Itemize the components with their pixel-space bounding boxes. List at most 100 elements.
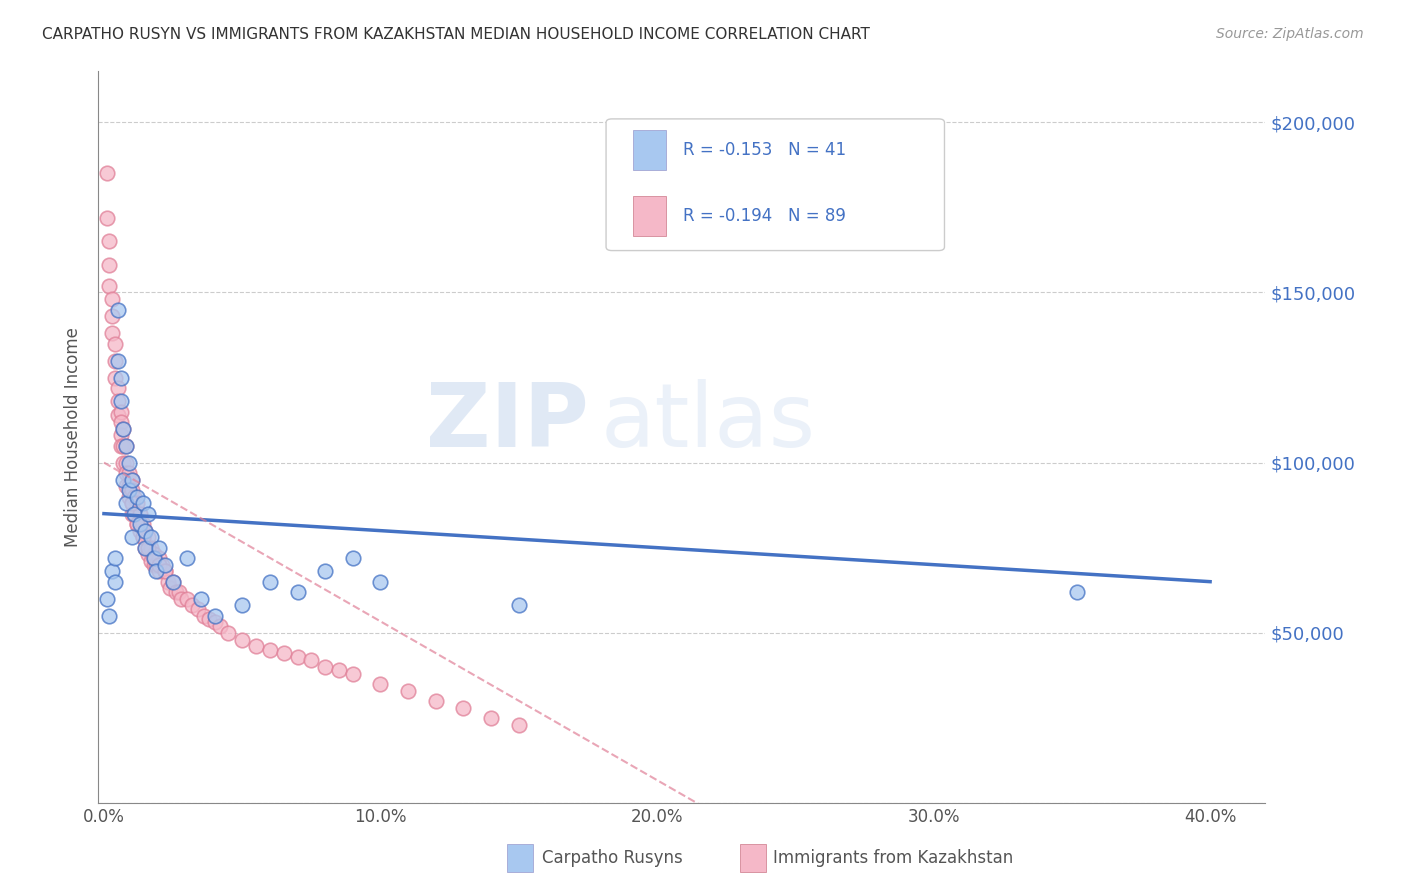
Point: [136, 541, 159, 555]
Point: [198, 612, 221, 626]
Point: [176, 591, 198, 606]
Point: [153, 558, 176, 572]
Point: [259, 574, 281, 589]
Point: [131, 531, 153, 545]
Point: [98, 608, 121, 623]
Point: [118, 479, 141, 493]
Point: [112, 456, 135, 470]
Point: [190, 591, 212, 606]
Point: [204, 615, 226, 630]
Point: [231, 632, 253, 647]
Point: [142, 550, 165, 565]
Point: [342, 550, 364, 565]
Point: [110, 439, 132, 453]
Point: [425, 694, 447, 708]
Point: [181, 599, 204, 613]
Point: [115, 496, 138, 510]
Point: [145, 565, 167, 579]
Point: [131, 496, 153, 510]
Text: Immigrants from Kazakhstan: Immigrants from Kazakhstan: [773, 848, 1014, 867]
Point: [287, 585, 309, 599]
Point: [159, 582, 181, 596]
Point: [153, 565, 176, 579]
Point: [314, 565, 336, 579]
Point: [508, 717, 530, 731]
FancyBboxPatch shape: [633, 130, 665, 170]
Point: [287, 649, 309, 664]
Point: [121, 496, 143, 510]
Point: [127, 516, 149, 531]
Point: [259, 642, 281, 657]
Point: [314, 659, 336, 673]
Point: [98, 258, 121, 272]
Point: [107, 394, 129, 409]
Point: [136, 507, 159, 521]
Point: [104, 370, 127, 384]
Point: [148, 565, 170, 579]
Point: [127, 490, 149, 504]
Point: [121, 531, 143, 545]
Point: [165, 585, 187, 599]
Point: [1066, 585, 1088, 599]
Point: [134, 524, 156, 538]
Point: [162, 574, 184, 589]
Point: [453, 700, 475, 714]
Point: [104, 574, 127, 589]
Point: [124, 490, 146, 504]
Text: atlas: atlas: [600, 379, 815, 466]
Point: [148, 541, 170, 555]
Point: [124, 507, 146, 521]
Point: [150, 558, 173, 572]
Point: [110, 415, 132, 429]
Point: [396, 683, 419, 698]
Point: [142, 548, 165, 562]
Point: [107, 408, 129, 422]
Point: [98, 235, 121, 249]
Point: [134, 524, 156, 538]
Point: [96, 591, 118, 606]
Point: [115, 439, 138, 453]
Point: [115, 479, 138, 493]
Point: [104, 353, 127, 368]
Point: [370, 574, 392, 589]
Point: [134, 541, 156, 555]
Point: [148, 550, 170, 565]
Point: [328, 663, 350, 677]
Point: [129, 516, 152, 531]
Point: [118, 490, 141, 504]
Point: [101, 565, 124, 579]
Point: [193, 608, 215, 623]
Text: CARPATHO RUSYN VS IMMIGRANTS FROM KAZAKHSTAN MEDIAN HOUSEHOLD INCOME CORRELATION: CARPATHO RUSYN VS IMMIGRANTS FROM KAZAKH…: [42, 27, 870, 42]
Point: [217, 625, 239, 640]
Point: [162, 574, 184, 589]
Point: [110, 394, 132, 409]
Point: [145, 558, 167, 572]
Point: [121, 473, 143, 487]
Point: [96, 166, 118, 180]
Point: [176, 550, 198, 565]
Point: [124, 507, 146, 521]
Text: R = -0.194   N = 89: R = -0.194 N = 89: [683, 207, 846, 225]
Point: [107, 381, 129, 395]
Point: [112, 421, 135, 435]
Point: [127, 516, 149, 531]
Point: [96, 211, 118, 225]
Point: [245, 640, 267, 654]
Text: Carpatho Rusyns: Carpatho Rusyns: [541, 848, 683, 867]
FancyBboxPatch shape: [633, 195, 665, 235]
Point: [142, 558, 165, 572]
FancyBboxPatch shape: [741, 845, 766, 872]
Point: [209, 619, 232, 633]
Point: [107, 302, 129, 317]
Point: [110, 404, 132, 418]
Text: R = -0.153   N = 41: R = -0.153 N = 41: [683, 141, 846, 159]
Point: [112, 421, 135, 435]
Point: [104, 550, 127, 565]
Point: [104, 336, 127, 351]
Point: [121, 473, 143, 487]
Point: [139, 531, 162, 545]
Point: [121, 496, 143, 510]
Point: [118, 483, 141, 497]
Point: [370, 677, 392, 691]
Point: [112, 473, 135, 487]
